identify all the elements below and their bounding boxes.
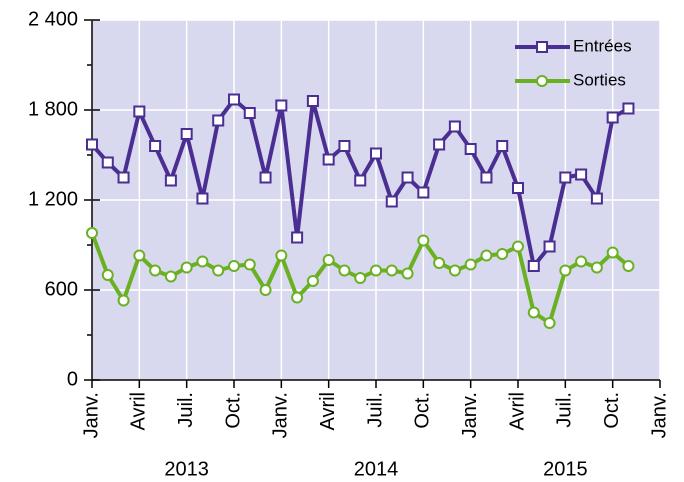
marker <box>180 261 193 274</box>
marker <box>291 231 304 244</box>
marker <box>275 249 288 262</box>
marker <box>401 267 414 280</box>
year-label: 2015 <box>543 458 588 480</box>
marker <box>149 140 162 152</box>
marker <box>101 156 114 169</box>
marker <box>86 227 98 239</box>
marker <box>543 317 556 329</box>
marker <box>448 264 461 277</box>
marker <box>291 291 304 304</box>
marker <box>180 128 193 140</box>
marker <box>590 261 603 274</box>
marker <box>86 138 98 151</box>
marker <box>480 171 493 184</box>
marker <box>275 99 288 112</box>
marker <box>622 102 635 115</box>
marker <box>575 168 588 181</box>
marker <box>559 264 572 277</box>
marker <box>259 284 272 296</box>
marker <box>196 192 209 205</box>
x-tick-label: Oct. <box>601 392 623 429</box>
marker <box>164 270 177 283</box>
x-tick-label: Juil. <box>364 392 386 428</box>
marker <box>385 264 398 277</box>
x-tick-label: Janv. <box>648 392 670 438</box>
marker <box>306 95 319 107</box>
marker <box>370 147 382 160</box>
marker <box>228 93 240 106</box>
marker <box>322 153 335 166</box>
marker <box>338 264 351 277</box>
marker <box>543 240 556 253</box>
x-tick-label: Juil. <box>554 392 576 428</box>
year-label: 2013 <box>164 458 209 480</box>
marker <box>401 171 414 184</box>
marker <box>536 75 548 87</box>
marker <box>164 174 177 187</box>
marker <box>433 257 446 269</box>
marker <box>448 120 461 133</box>
marker <box>117 171 130 184</box>
marker <box>559 171 572 184</box>
y-tick-label: 1 800 <box>28 98 78 120</box>
marker <box>322 254 335 266</box>
marker <box>196 255 209 268</box>
marker <box>536 41 548 53</box>
y-tick-label: 0 <box>67 368 78 390</box>
marker <box>259 171 272 184</box>
y-tick-label: 1 200 <box>28 188 78 210</box>
x-tick-label: Oct. <box>412 392 434 429</box>
marker <box>243 107 256 119</box>
marker <box>117 294 130 307</box>
marker <box>133 249 146 262</box>
marker <box>133 105 146 118</box>
marker <box>243 258 256 271</box>
marker <box>606 246 619 259</box>
marker <box>338 140 351 152</box>
marker <box>385 195 398 208</box>
x-tick-label: Juil. <box>175 392 197 428</box>
marker <box>527 306 540 319</box>
marker <box>496 248 509 260</box>
y-tick-label: 600 <box>45 278 78 300</box>
marker <box>417 234 430 247</box>
marker <box>417 186 430 199</box>
marker <box>370 264 382 277</box>
year-label: 2014 <box>354 458 399 480</box>
marker <box>622 260 635 272</box>
marker <box>606 111 619 124</box>
x-tick-label: Avril <box>506 392 528 431</box>
marker <box>480 249 493 262</box>
marker <box>575 255 588 268</box>
marker <box>464 143 477 155</box>
marker <box>212 264 225 277</box>
y-tick-label: 2 400 <box>28 8 78 30</box>
x-tick-label: Janv. <box>80 392 102 438</box>
legend-label: Sorties <box>573 70 626 89</box>
marker <box>212 114 225 127</box>
marker <box>496 140 509 152</box>
marker <box>149 264 162 277</box>
legend-label: Entrées <box>573 36 632 55</box>
marker <box>512 240 524 253</box>
x-tick-label: Janv. <box>459 392 481 438</box>
marker <box>228 260 240 272</box>
x-tick-label: Avril <box>128 392 150 431</box>
marker <box>306 275 319 287</box>
marker <box>464 258 477 271</box>
marker <box>101 269 114 281</box>
marker <box>527 260 540 272</box>
marker <box>433 138 446 151</box>
x-tick-label: Oct. <box>222 392 244 429</box>
marker <box>354 272 367 284</box>
x-tick-label: Janv. <box>270 392 292 438</box>
marker <box>590 192 603 205</box>
marker <box>512 182 524 194</box>
x-tick-label: Avril <box>317 392 339 431</box>
marker <box>354 174 367 187</box>
